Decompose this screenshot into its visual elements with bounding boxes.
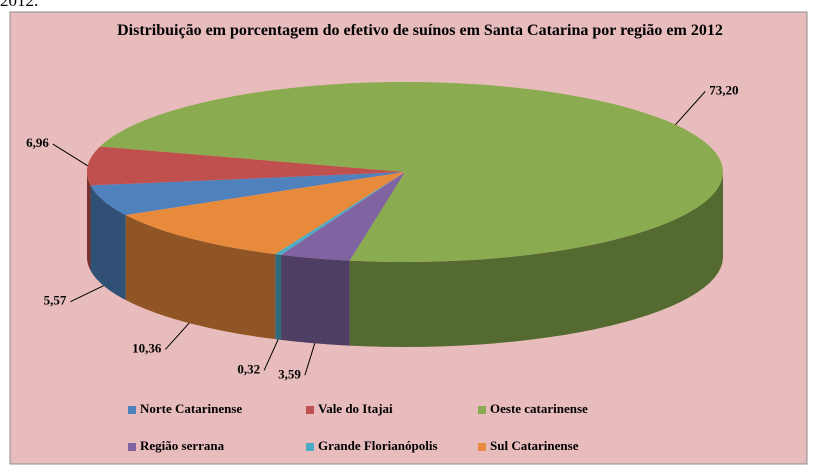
slice-side <box>90 185 126 301</box>
legend-label: Oeste catarinense <box>490 401 588 416</box>
legend-label: Vale do Itajai <box>318 401 393 416</box>
slice-side-shade <box>90 185 126 301</box>
legend-swatch <box>128 406 136 414</box>
slice <box>275 172 405 255</box>
slice <box>86 146 405 186</box>
slice <box>281 172 405 261</box>
leader-line <box>165 322 190 350</box>
leader-line <box>304 343 316 376</box>
slice <box>125 172 406 255</box>
slice-side-shade <box>349 172 723 347</box>
leader-line <box>675 91 706 125</box>
slice-side-shade <box>275 254 282 340</box>
chart-title: Distribuição em porcentagem do efetivo d… <box>117 22 723 39</box>
slice-side <box>125 215 276 340</box>
slice-side <box>281 254 350 346</box>
legend-label: Norte Catarinense <box>140 401 242 416</box>
legend-swatch <box>306 406 314 414</box>
data-label: 10,36 <box>132 340 162 355</box>
legend-label: Grande Florianópolis <box>318 438 438 453</box>
data-label: 5,57 <box>44 293 67 308</box>
slice-side-shade <box>125 215 276 340</box>
slice <box>100 82 724 262</box>
legend-swatch <box>478 406 486 414</box>
data-label: 3,59 <box>278 366 301 381</box>
legend-swatch <box>306 443 314 451</box>
data-label: 0,32 <box>237 361 260 376</box>
leader-line <box>70 285 104 303</box>
legend-label: Sul Catarinense <box>490 438 579 453</box>
slice-side-shade <box>87 172 91 271</box>
data-label: 73,20 <box>709 82 738 97</box>
caption: 2012. <box>0 0 39 10</box>
data-label: 6,96 <box>26 135 49 150</box>
slice-side <box>87 172 91 271</box>
leader-line <box>52 143 89 167</box>
legend-swatch <box>478 443 486 451</box>
slice <box>90 172 405 216</box>
slice-side <box>275 254 282 340</box>
leader-line <box>263 339 279 371</box>
legend-swatch <box>128 443 136 451</box>
slice-side-shade <box>281 254 350 346</box>
legend-label: Região serrana <box>140 438 225 453</box>
slice-side <box>349 172 723 347</box>
